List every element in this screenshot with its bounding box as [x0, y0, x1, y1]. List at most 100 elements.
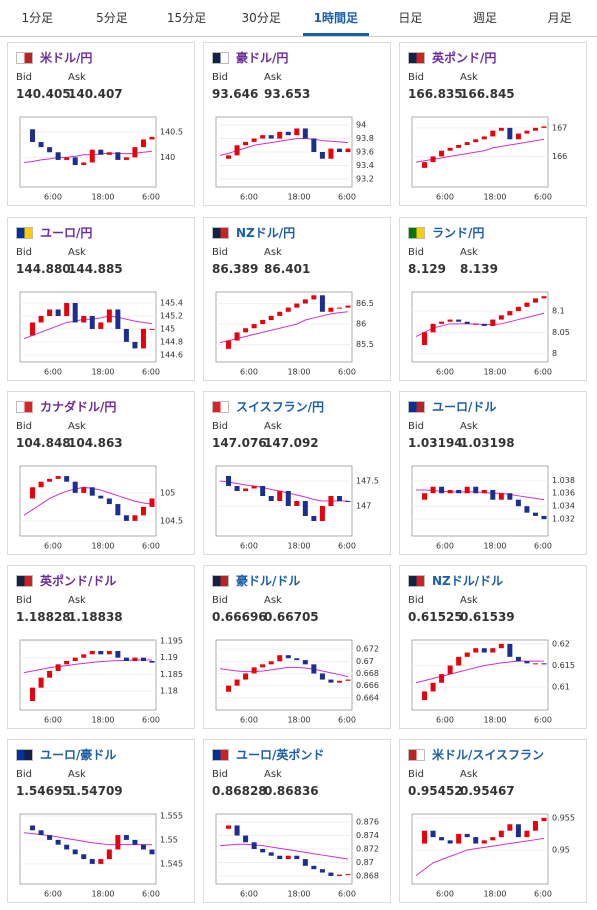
mini-chart: 0.955 0.95 6:00 18:00 6:00 [411, 813, 575, 899]
candle [268, 135, 274, 139]
flag-icon [212, 575, 229, 587]
mini-chart: 167 166 6:00 18:00 6:00 [411, 116, 567, 202]
pair-title[interactable]: NZドル/円 [236, 226, 296, 240]
candle [473, 139, 479, 143]
candle [234, 486, 240, 491]
flag-icon [408, 575, 425, 587]
currency-card[interactable]: ユーロ/英ポンド Bid Ask 0.86828 0.86836 0.876 0.874 0.… [203, 739, 391, 903]
candle [123, 328, 129, 342]
y-tick-label: 0.95 [552, 845, 570, 854]
candle [345, 679, 351, 681]
y-tick-label: 0.67 [356, 657, 374, 666]
ask-label: Ask [264, 247, 282, 258]
timeframe-tab[interactable]: 1時間足 [302, 0, 370, 36]
candle [524, 302, 530, 307]
mini-chart: 105 104.5 6:00 18:00 6:00 [19, 465, 183, 551]
timeframe-tab[interactable]: 月足 [547, 11, 572, 25]
candle [481, 323, 487, 326]
timeframe-tab[interactable]: 5分足 [96, 11, 128, 25]
flag-icon [16, 749, 33, 761]
pair-title[interactable]: 米ドル/円 [40, 51, 93, 65]
pair-title[interactable]: NZドル/ドル [432, 574, 504, 588]
ask-value: 93.653 [264, 87, 311, 101]
candle [430, 156, 436, 163]
pair-title[interactable]: 英ポンド/円 [432, 51, 497, 65]
y-tick-label: 1.195 [160, 637, 183, 646]
bid-label: Bid [212, 247, 228, 258]
plot-frame [411, 465, 549, 537]
candle [439, 150, 445, 157]
plot-frame [19, 813, 157, 885]
candle [464, 486, 470, 494]
currency-card[interactable]: NZドル/ドル Bid Ask 0.61525 0.61539 0.62 0.615 0.61… [399, 565, 587, 729]
pair-title[interactable]: ユーロ/豪ドル [40, 748, 117, 762]
currency-card[interactable]: ユーロ/ドル Bid Ask 1.03194 1.03198 1.038 1.036 1.03… [399, 391, 587, 555]
x-tick-label: 6:00 [436, 193, 454, 202]
timeframe-tab[interactable]: 日足 [398, 11, 423, 25]
y-tick-label: 0.874 [356, 831, 379, 840]
candle [498, 493, 504, 500]
candle [345, 305, 351, 308]
bid-value: 86.389 [212, 262, 259, 276]
bid-value: 140.405 [16, 87, 71, 101]
ask-value: 0.86836 [264, 784, 319, 798]
candle [447, 489, 453, 494]
x-tick-label: 6:00 [436, 542, 454, 551]
candle [524, 130, 530, 134]
pair-title[interactable]: 英ポンド/ドル [40, 574, 117, 588]
x-tick-label: 18:00 [91, 890, 114, 899]
candle [328, 307, 334, 312]
currency-card[interactable]: NZドル/円 Bid Ask 86.389 86.401 86.5 86 85.5 6:00 18… [203, 217, 391, 381]
currency-card[interactable]: 英ポンド/円 Bid Ask 166.835 166.845 167 166 6:00 18:0… [399, 42, 587, 206]
pair-title[interactable]: スイスフラン/円 [236, 400, 325, 414]
currency-card[interactable]: スイスフラン/円 Bid Ask 147.076 147.092 147.5 147 6:00… [203, 391, 391, 555]
candle [149, 661, 155, 663]
currency-card[interactable]: ユーロ/円 Bid Ask 144.880 144.885 145.4 145.2 145 14… [7, 217, 195, 381]
candle [72, 303, 78, 323]
x-tick-label: 18:00 [287, 542, 310, 551]
pair-title[interactable]: ユーロ/英ポンド [236, 748, 325, 762]
moving-average [415, 660, 544, 684]
pair-title[interactable]: 米ドル/スイスフラン [432, 748, 545, 762]
candle [55, 309, 61, 316]
timeframe-tab[interactable]: 週足 [473, 11, 498, 25]
candle [47, 147, 53, 153]
pair-title[interactable]: ランド/円 [432, 226, 485, 240]
pair-title[interactable]: 豪ドル/ドル [236, 574, 301, 588]
currency-card[interactable]: 米ドル/円 Bid Ask 140.405 140.407 140.5 140 6:00 18:… [7, 42, 195, 206]
candle [473, 837, 479, 844]
y-tick-label: 140.5 [160, 127, 183, 136]
candle [277, 131, 283, 139]
candle [234, 825, 240, 836]
moving-average [416, 489, 545, 501]
currency-card[interactable]: ランド/円 Bid Ask 8.129 8.139 8.1 8.05 8 6:00 18:00 6:… [399, 217, 587, 381]
currency-card[interactable]: 豪ドル/ドル Bid Ask 0.66696 0.66705 0.672 0.67 0.668… [203, 565, 391, 729]
candle [98, 149, 104, 155]
candle [55, 476, 61, 479]
flag-icon [408, 227, 425, 239]
candle [277, 491, 283, 501]
pair-title[interactable]: ユーロ/円 [40, 226, 93, 240]
flag-icon [16, 575, 33, 587]
timeframe-tab[interactable]: 15分足 [166, 11, 207, 25]
currency-card[interactable]: ユーロ/豪ドル Bid Ask 1.54695 1.54709 1.555 1.55 1.54… [7, 739, 195, 903]
currency-card[interactable]: 米ドル/スイスフラン Bid Ask 0.95452 0.95467 0.955 0.95 6… [399, 739, 587, 903]
pair-title[interactable]: 豪ドル/円 [236, 51, 289, 65]
pair-title[interactable]: ユーロ/ドル [432, 400, 497, 414]
x-tick-label: 18:00 [91, 193, 114, 202]
candle [302, 660, 308, 665]
currency-card[interactable]: 英ポンド/ドル Bid Ask 1.18828 1.18838 1.195 1.19 1.18… [7, 565, 195, 729]
candle [541, 515, 547, 520]
candle [515, 499, 521, 507]
currency-card[interactable]: カナダドル/円 Bid Ask 104.848 104.863 105 104.5 6:00 1… [7, 391, 195, 555]
timeframe-tab[interactable]: 1分足 [21, 11, 54, 25]
candle [422, 493, 428, 500]
candle [98, 495, 104, 499]
pair-title[interactable]: カナダドル/円 [40, 400, 117, 414]
currency-card[interactable]: 豪ドル/円 Bid Ask 93.646 93.653 94 93.8 93.6 93.4 93.… [203, 42, 391, 206]
timeframe-tab[interactable]: 30分足 [241, 11, 281, 25]
ask-label: Ask [68, 769, 86, 780]
x-tick-label: 6:00 [534, 890, 552, 899]
candle [422, 332, 428, 346]
